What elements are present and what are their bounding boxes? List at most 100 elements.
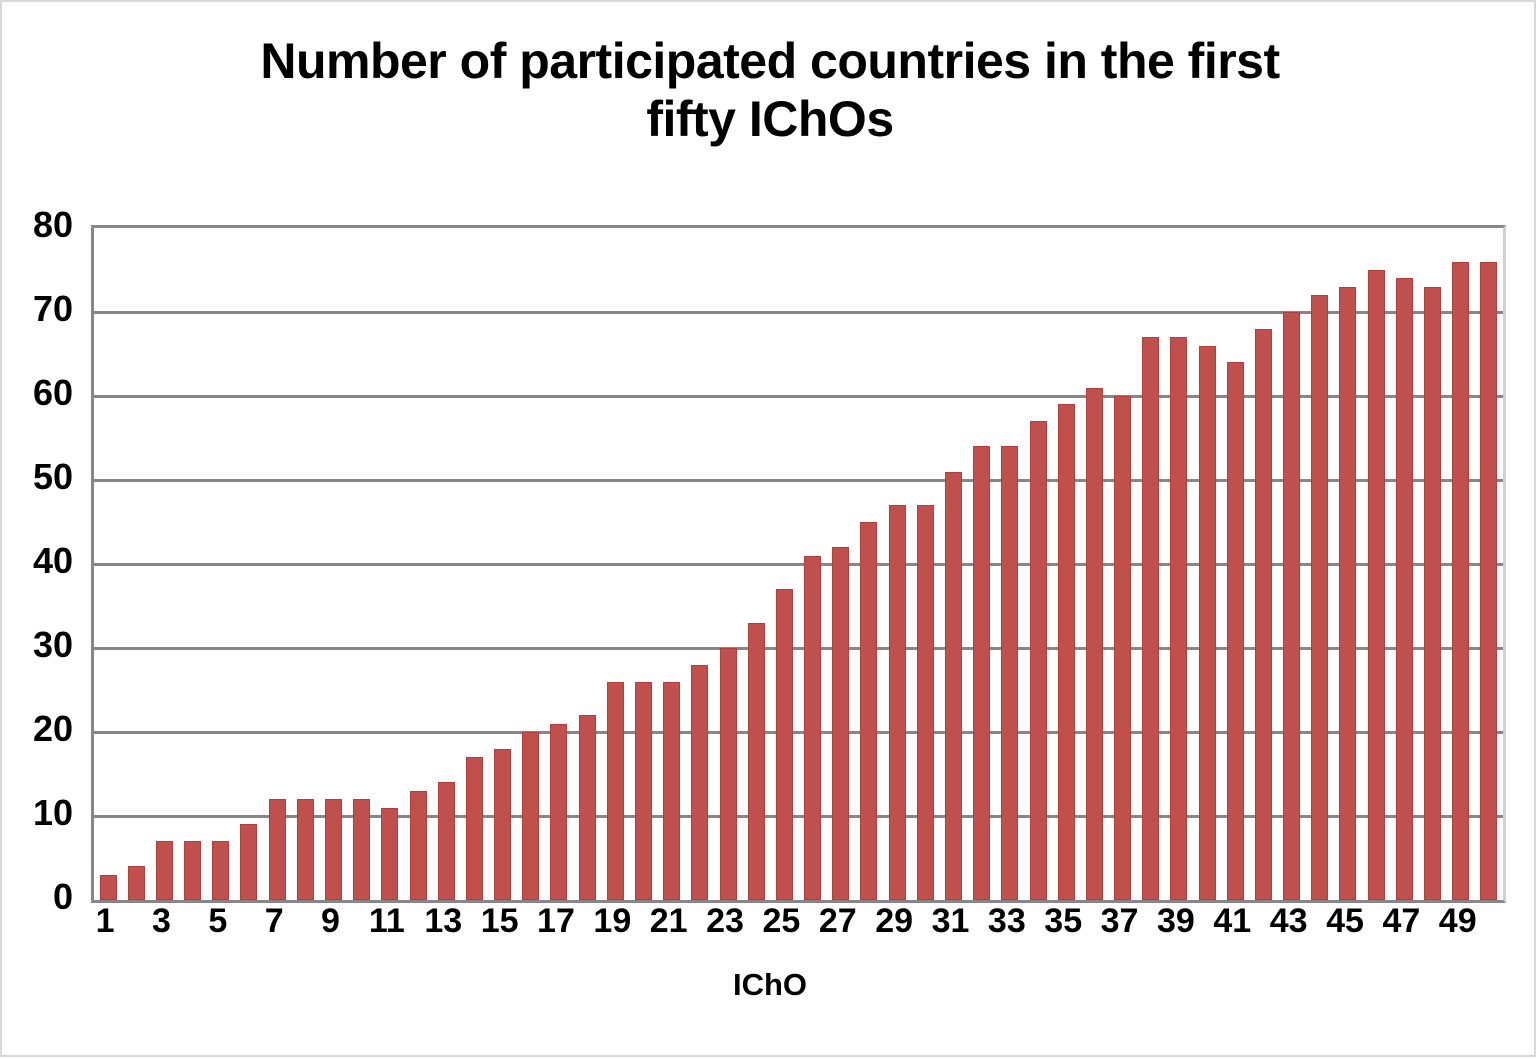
x-axis-tick-label: 19 [593,902,632,940]
bar[interactable] [494,748,512,900]
bar-slot [996,228,1024,900]
bar[interactable] [888,505,906,900]
bar-slot [94,228,122,900]
plot-area [91,225,1506,903]
bar[interactable] [1424,286,1442,900]
bar-slot [122,228,150,900]
bar[interactable] [634,681,652,900]
bar[interactable] [1452,261,1470,900]
bar-slot [883,228,911,900]
gridline [94,310,1503,314]
bar[interactable] [1001,446,1019,900]
bar-slot [968,228,996,900]
bar[interactable] [916,505,934,900]
bar[interactable] [1170,337,1188,900]
bar[interactable] [1395,278,1413,900]
y-axis: 0 10 20 30 40 50 60 70 80 [2,2,91,1059]
chart-title-line-2: fifty IChOs [646,91,894,147]
bar[interactable] [409,790,427,900]
x-axis-tick-label: 41 [1213,902,1252,940]
bar-slot [376,228,404,900]
y-axis-tick-label: 40 [32,540,73,581]
bar-slot [1418,228,1446,900]
y-axis-tick-label: 30 [32,624,73,665]
x-axis-tick-label: 13 [424,902,463,940]
bar-slot [179,228,207,900]
bar-slot [1024,228,1052,900]
bar-slot [291,228,319,900]
bar[interactable] [1057,404,1075,900]
bar[interactable] [99,874,117,900]
y-axis-tick-label: 80 [32,204,73,245]
bar[interactable] [465,757,483,900]
bar[interactable] [804,555,822,900]
bar[interactable] [691,664,709,900]
bar[interactable] [1254,328,1272,900]
bar[interactable] [944,471,962,900]
bar-slot [404,228,432,900]
bar[interactable] [860,522,878,900]
x-axis-tick-label: 49 [1438,902,1477,940]
y-axis-tick-label: 60 [32,372,73,413]
x-axis-tick-label: 9 [321,902,340,940]
bar[interactable] [775,589,793,900]
bar[interactable] [240,824,258,900]
bar[interactable] [296,799,314,900]
x-axis-tick-label: 5 [208,902,228,940]
x-axis-tick-label: 21 [649,902,688,940]
bar-slot [432,228,460,900]
bar[interactable] [325,799,343,900]
bar[interactable] [1142,337,1160,900]
bar[interactable] [155,841,173,900]
bar-slot [573,228,601,900]
bar[interactable] [127,866,145,900]
bar[interactable] [663,681,681,900]
bar[interactable] [1226,362,1244,900]
bar-slot [1137,228,1165,900]
bar-slot [348,228,376,900]
y-axis-tick-label: 20 [32,708,73,749]
bar[interactable] [578,715,596,900]
bar[interactable] [353,799,371,900]
bar-slot [770,228,798,900]
bar[interactable] [1367,270,1385,900]
bar[interactable] [268,799,286,900]
bar[interactable] [1198,345,1216,900]
bar[interactable] [1114,396,1132,900]
bar-slot [1306,228,1334,900]
x-axis-tick-label: 25 [762,902,801,940]
bar[interactable] [184,841,202,900]
gridline [94,562,1503,566]
bar[interactable] [1085,387,1103,900]
bar[interactable] [522,732,540,900]
bar-slot [319,228,347,900]
x-axis-tick-label: 1 [95,902,115,940]
x-axis-tick-label: 35 [1044,902,1083,940]
bar[interactable] [1311,295,1329,900]
bar[interactable] [973,446,991,900]
bar[interactable] [747,622,765,900]
bar[interactable] [606,681,624,900]
bar[interactable] [1283,312,1301,900]
x-axis-tick-label: 7 [264,902,284,940]
bar[interactable] [719,648,737,900]
bar[interactable] [832,547,850,900]
bar[interactable] [381,807,399,900]
bar[interactable] [1339,286,1357,900]
bar[interactable] [1480,261,1498,900]
x-axis-tick-label: 37 [1100,902,1139,940]
bar[interactable] [212,841,230,900]
bar-slot [1193,228,1221,900]
x-axis-tick-label: 39 [1157,902,1195,940]
bar-slot [1362,228,1390,900]
bar-slot [235,228,263,900]
bar[interactable] [1029,421,1047,900]
bar[interactable] [437,782,455,900]
bar-slot [658,228,686,900]
chart-title-line-1: Number of participated countries in the … [260,33,1280,89]
bar-slot [629,228,657,900]
x-axis-tick-label: 47 [1382,902,1421,940]
bar-slot [1447,228,1475,900]
bar[interactable] [550,723,568,900]
